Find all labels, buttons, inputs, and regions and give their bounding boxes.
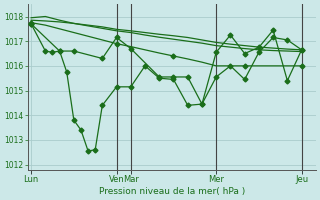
X-axis label: Pression niveau de la mer( hPa ): Pression niveau de la mer( hPa ) [99, 187, 245, 196]
